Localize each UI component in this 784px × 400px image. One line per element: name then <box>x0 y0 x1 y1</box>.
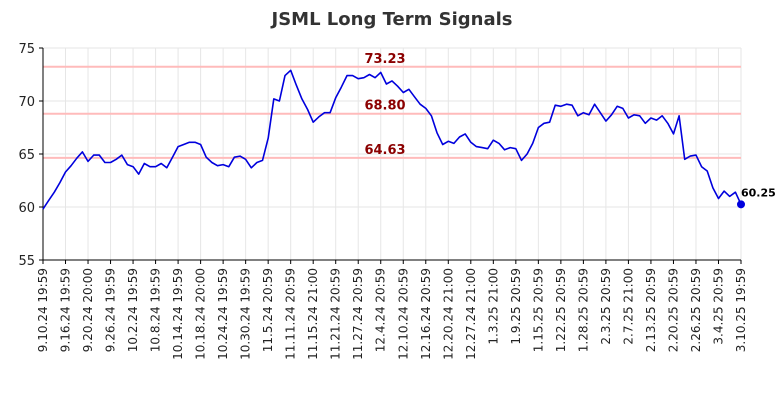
x-tick-label: 2.3.25 20:59 <box>599 268 613 345</box>
x-tick-label: 1.15.25 20:59 <box>531 268 545 352</box>
x-tick-label: 11.15.24 21:00 <box>306 268 320 360</box>
x-tick-label: 1.9.25 20:59 <box>509 268 523 345</box>
x-tick-label: 2.7.25 21:00 <box>621 268 635 345</box>
y-tick-label: 75 <box>18 42 35 57</box>
x-tick-label: 2.26.25 20:59 <box>689 268 703 352</box>
x-tick-label: 11.21.24 20:59 <box>329 268 343 360</box>
x-tick-label: 10.24.24 19:59 <box>216 268 230 360</box>
x-tick-label: 3.10.25 19:59 <box>734 268 748 352</box>
x-tick-label: 11.27.24 20:59 <box>351 268 365 360</box>
x-tick-label: 10.8.24 19:59 <box>149 268 163 352</box>
x-tick-label: 2.13.25 20:59 <box>644 268 658 352</box>
x-tick-label: 10.18.24 20:00 <box>194 268 208 360</box>
x-tick-label: 3.4.25 20:59 <box>711 268 725 345</box>
labels-layer: 55 60 65 70 75 9.10.24 19:59 9.16.24 19:59 9.20… <box>18 42 775 360</box>
x-tick-label: 11.5.24 20:59 <box>261 268 275 352</box>
x-tick-label: 12.10.24 20:59 <box>396 268 410 360</box>
reference-lines <box>43 65 741 159</box>
x-tick-label: 1.28.25 20:59 <box>576 268 590 352</box>
last-point-marker <box>737 200 745 209</box>
price-series-line <box>42 69 742 210</box>
reference-line-label: 68.80 <box>364 99 405 114</box>
x-tick-label: 2.20.25 20:59 <box>666 268 680 352</box>
reference-line-label: 73.23 <box>364 52 405 67</box>
last-point-label: 60.25 <box>741 186 776 199</box>
y-tick-label: 70 <box>18 95 35 110</box>
x-tick-label: 10.14.24 19:59 <box>171 268 185 360</box>
x-tick-label: 10.30.24 19:59 <box>239 268 253 360</box>
x-tick-label: 11.11.24 20:59 <box>284 268 298 360</box>
x-tick-label: 9.10.24 19:59 <box>36 268 50 352</box>
x-tick-label: 10.2.24 19:59 <box>126 268 140 352</box>
x-tick-label: 12.4.24 20:59 <box>374 268 388 352</box>
y-tick-label: 65 <box>18 148 35 163</box>
reference-line-label: 64.63 <box>364 143 405 158</box>
y-tick-label: 55 <box>18 254 35 269</box>
x-tick-label: 9.20.24 20:00 <box>81 268 95 352</box>
x-tick-label: 9.16.24 19:59 <box>59 268 73 352</box>
axes <box>39 47 742 264</box>
y-tick-label: 60 <box>18 201 35 216</box>
x-tick-label: 1.3.25 21:00 <box>486 268 500 345</box>
x-tick-label: 1.22.25 20:59 <box>554 268 568 352</box>
x-tick-label: 12.27.24 21:00 <box>464 268 478 360</box>
x-tick-label: 9.26.24 19:59 <box>104 268 118 352</box>
x-tick-label: 12.20.24 21:00 <box>441 268 455 360</box>
x-tick-label: 12.16.24 20:59 <box>419 268 433 360</box>
chart-title: JSML Long Term Signals <box>270 9 513 30</box>
series-layer <box>42 69 745 210</box>
